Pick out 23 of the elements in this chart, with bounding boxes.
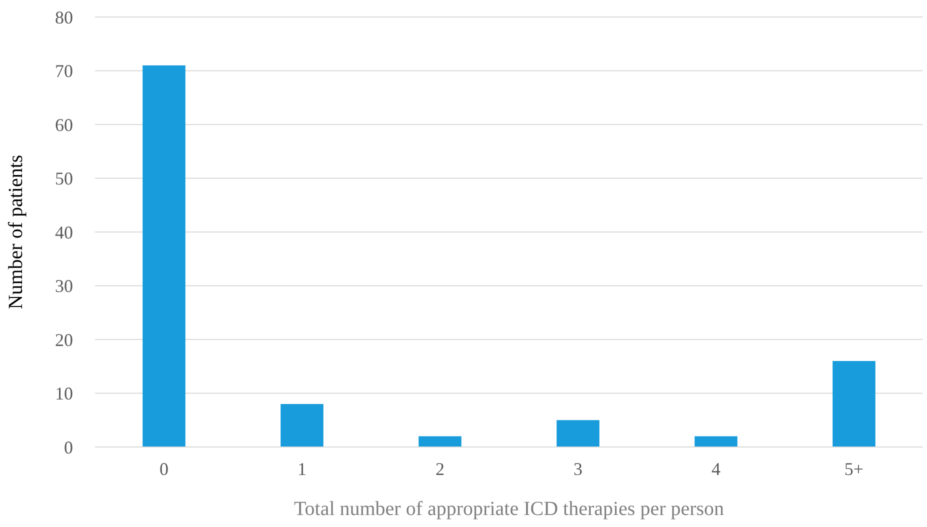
x-tick-label: 5+ — [844, 459, 864, 479]
x-tick-label: 4 — [712, 459, 720, 479]
y-axis-title: Number of patients — [5, 154, 27, 310]
y-tick-label: 10 — [55, 384, 73, 404]
y-tick-label: 20 — [55, 330, 73, 350]
bar — [142, 65, 186, 447]
bar — [280, 404, 324, 447]
y-tick-label: 50 — [55, 168, 73, 189]
y-tick-label: 30 — [55, 276, 73, 296]
y-tick-label: 80 — [55, 7, 73, 28]
y-tick-label: 70 — [55, 61, 73, 82]
y-tick-label: 40 — [55, 222, 73, 242]
x-tick-label: 2 — [436, 459, 444, 479]
bar — [418, 436, 462, 447]
x-axis-title: Total number of appropriate ICD therapies per person — [294, 498, 724, 520]
x-tick-label: 1 — [298, 459, 306, 479]
x-tick-label: 3 — [574, 459, 582, 479]
x-tick-label: 0 — [160, 459, 168, 479]
bar — [832, 361, 876, 447]
y-tick-label: 60 — [55, 114, 73, 135]
bar — [556, 420, 600, 447]
bar — [694, 436, 738, 447]
y-tick-label: 0 — [64, 437, 73, 458]
